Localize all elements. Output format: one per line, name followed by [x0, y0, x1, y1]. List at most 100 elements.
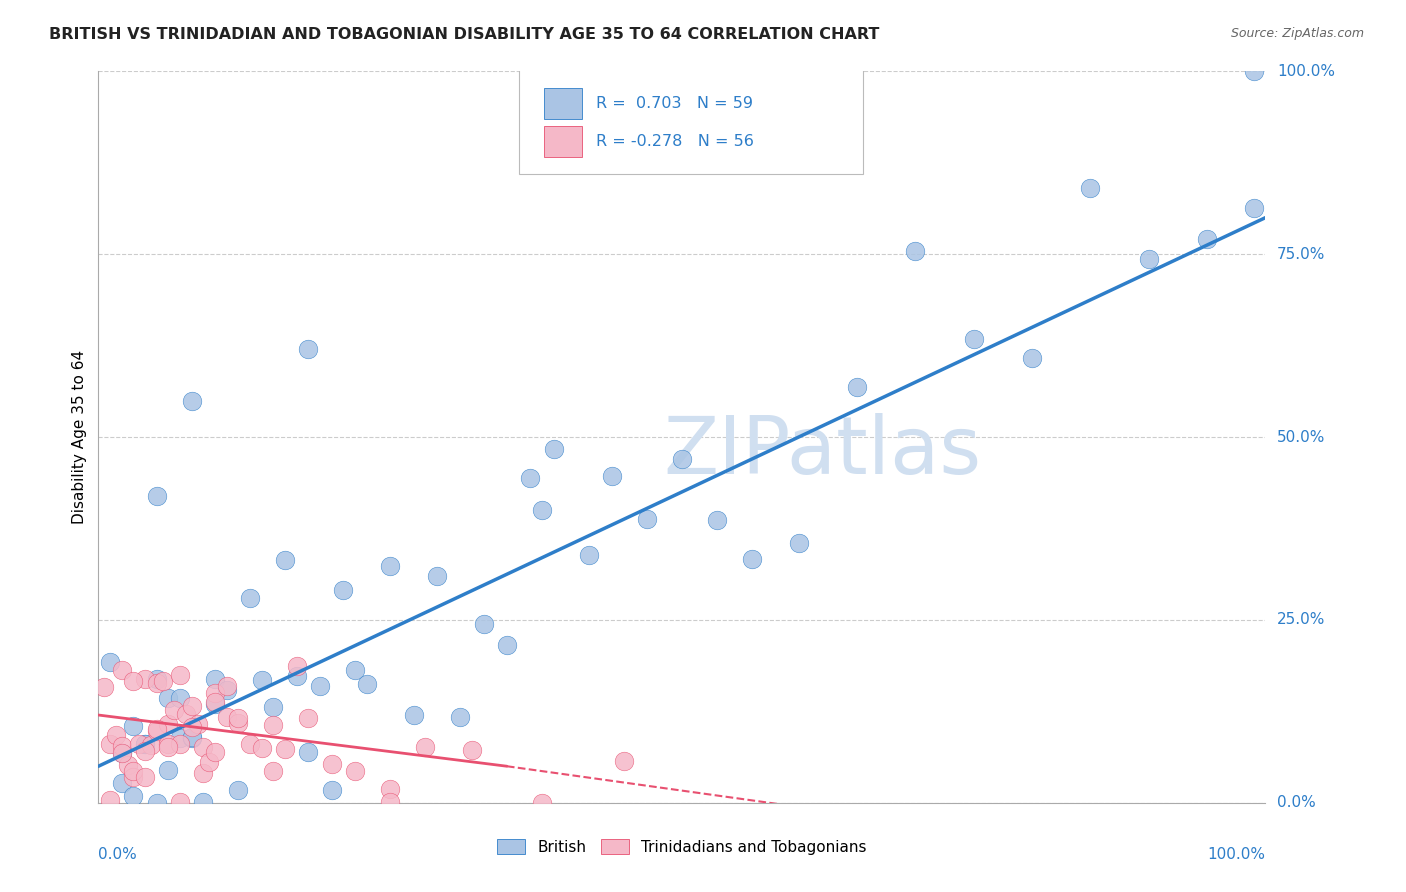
Legend: British, Trinidadians and Tobagonians: British, Trinidadians and Tobagonians: [491, 833, 873, 861]
Point: [578, 548, 600, 562]
Point: [169, 731, 191, 745]
Point: [1243, 202, 1265, 216]
Point: [530, 796, 553, 810]
Point: [193, 795, 215, 809]
Point: [344, 764, 367, 778]
Point: [169, 667, 191, 681]
Point: [297, 745, 319, 759]
Point: [204, 745, 226, 759]
Point: [157, 739, 180, 754]
Text: 100.0%: 100.0%: [1277, 64, 1336, 78]
Point: [180, 393, 202, 408]
Point: [157, 691, 180, 706]
Point: [787, 535, 810, 549]
Point: [204, 686, 226, 700]
Point: [380, 795, 402, 809]
Point: [228, 711, 250, 725]
Point: [380, 781, 402, 796]
Point: [215, 679, 238, 693]
Point: [262, 699, 284, 714]
Point: [1197, 232, 1219, 246]
Point: [98, 793, 121, 807]
Point: [356, 676, 378, 690]
Text: R =  0.703   N = 59: R = 0.703 N = 59: [596, 96, 752, 111]
Point: [449, 710, 471, 724]
Point: [128, 738, 150, 752]
Point: [139, 738, 162, 752]
Point: [846, 380, 869, 394]
Text: ZIPatlas: ZIPatlas: [662, 413, 981, 491]
Point: [250, 740, 273, 755]
Point: [146, 672, 169, 686]
Text: 0.0%: 0.0%: [98, 847, 138, 862]
Y-axis label: Disability Age 35 to 64: Disability Age 35 to 64: [72, 350, 87, 524]
Point: [1021, 351, 1043, 365]
Point: [228, 715, 250, 730]
Point: [1080, 181, 1102, 195]
Text: 0.0%: 0.0%: [1277, 796, 1316, 810]
Point: [146, 675, 169, 690]
Point: [344, 663, 367, 677]
Point: [461, 743, 484, 757]
Point: [111, 747, 134, 761]
Point: [134, 770, 156, 784]
Point: [180, 731, 202, 745]
Text: R = -0.278   N = 56: R = -0.278 N = 56: [596, 134, 754, 149]
Point: [198, 755, 221, 769]
Point: [402, 707, 425, 722]
Point: [157, 737, 180, 751]
Point: [204, 672, 226, 686]
Point: [239, 737, 262, 751]
Point: [285, 668, 308, 682]
Point: [193, 739, 215, 754]
Point: [174, 706, 197, 721]
Point: [157, 763, 180, 777]
Point: [706, 512, 728, 526]
Text: 25.0%: 25.0%: [1277, 613, 1326, 627]
Point: [146, 723, 169, 737]
Point: [274, 552, 297, 566]
Point: [111, 739, 134, 753]
Point: [187, 716, 209, 731]
Point: [309, 679, 332, 693]
Point: [380, 559, 402, 574]
Point: [904, 244, 927, 258]
Point: [741, 552, 763, 566]
Point: [204, 697, 226, 711]
Point: [274, 742, 297, 756]
Point: [543, 442, 565, 456]
Point: [332, 582, 354, 597]
Point: [180, 730, 202, 744]
Point: [180, 721, 202, 735]
Point: [134, 744, 156, 758]
Point: [612, 754, 634, 768]
Point: [239, 591, 262, 606]
Point: [169, 691, 191, 706]
Point: [134, 737, 156, 751]
Text: 100.0%: 100.0%: [1208, 847, 1265, 862]
Point: [472, 616, 495, 631]
Point: [496, 638, 519, 652]
Point: [215, 682, 238, 697]
Point: [157, 717, 180, 731]
Point: [228, 782, 250, 797]
Point: [146, 724, 169, 739]
Bar: [544, 126, 582, 157]
Point: [122, 764, 145, 779]
Point: [215, 710, 238, 724]
Point: [93, 680, 115, 694]
Point: [519, 471, 541, 485]
Point: [262, 764, 284, 778]
Point: [146, 489, 169, 503]
Point: [297, 343, 319, 357]
Text: 50.0%: 50.0%: [1277, 430, 1326, 444]
Point: [111, 746, 134, 760]
Point: [1243, 64, 1265, 78]
Point: [250, 673, 273, 688]
Point: [122, 789, 145, 803]
Point: [262, 718, 284, 732]
Point: [134, 737, 156, 751]
Point: [1137, 252, 1160, 266]
Point: [111, 663, 134, 677]
Point: [111, 775, 134, 789]
